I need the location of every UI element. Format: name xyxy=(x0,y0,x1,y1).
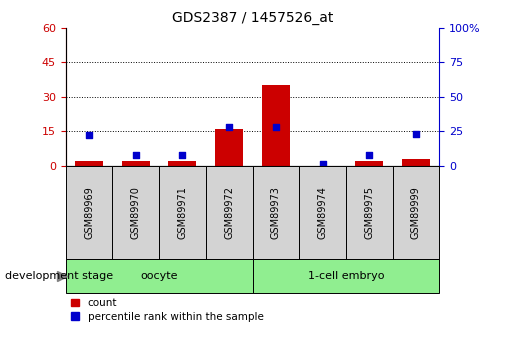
FancyBboxPatch shape xyxy=(66,166,113,259)
FancyBboxPatch shape xyxy=(252,166,299,259)
Text: GSM89969: GSM89969 xyxy=(84,186,94,238)
Point xyxy=(412,131,420,137)
FancyBboxPatch shape xyxy=(113,166,159,259)
Title: GDS2387 / 1457526_at: GDS2387 / 1457526_at xyxy=(172,11,333,25)
FancyBboxPatch shape xyxy=(299,166,346,259)
Text: GSM89973: GSM89973 xyxy=(271,186,281,239)
FancyBboxPatch shape xyxy=(252,259,439,293)
FancyBboxPatch shape xyxy=(159,166,206,259)
Text: GSM89974: GSM89974 xyxy=(318,186,328,239)
Point xyxy=(225,124,233,130)
FancyBboxPatch shape xyxy=(206,166,252,259)
Point xyxy=(85,132,93,138)
Bar xyxy=(215,129,243,166)
Text: GSM89999: GSM89999 xyxy=(411,186,421,238)
Point xyxy=(178,152,186,157)
Text: GSM89975: GSM89975 xyxy=(364,186,374,239)
Legend: count, percentile rank within the sample: count, percentile rank within the sample xyxy=(71,298,264,322)
Bar xyxy=(169,161,196,166)
Text: GSM89970: GSM89970 xyxy=(131,186,141,239)
FancyBboxPatch shape xyxy=(66,259,252,293)
Bar xyxy=(75,161,103,166)
Point xyxy=(365,152,373,157)
Point xyxy=(132,152,140,157)
Text: development stage: development stage xyxy=(5,271,113,281)
Text: oocyte: oocyte xyxy=(140,271,178,281)
Bar xyxy=(262,85,290,166)
Point xyxy=(272,124,280,130)
Point xyxy=(319,161,327,167)
FancyBboxPatch shape xyxy=(346,166,393,259)
Text: 1-cell embryo: 1-cell embryo xyxy=(308,271,384,281)
Text: GSM89972: GSM89972 xyxy=(224,186,234,239)
Bar xyxy=(356,161,383,166)
Bar xyxy=(402,159,430,166)
FancyBboxPatch shape xyxy=(393,166,439,259)
Text: GSM89971: GSM89971 xyxy=(177,186,187,239)
Bar xyxy=(122,161,150,166)
